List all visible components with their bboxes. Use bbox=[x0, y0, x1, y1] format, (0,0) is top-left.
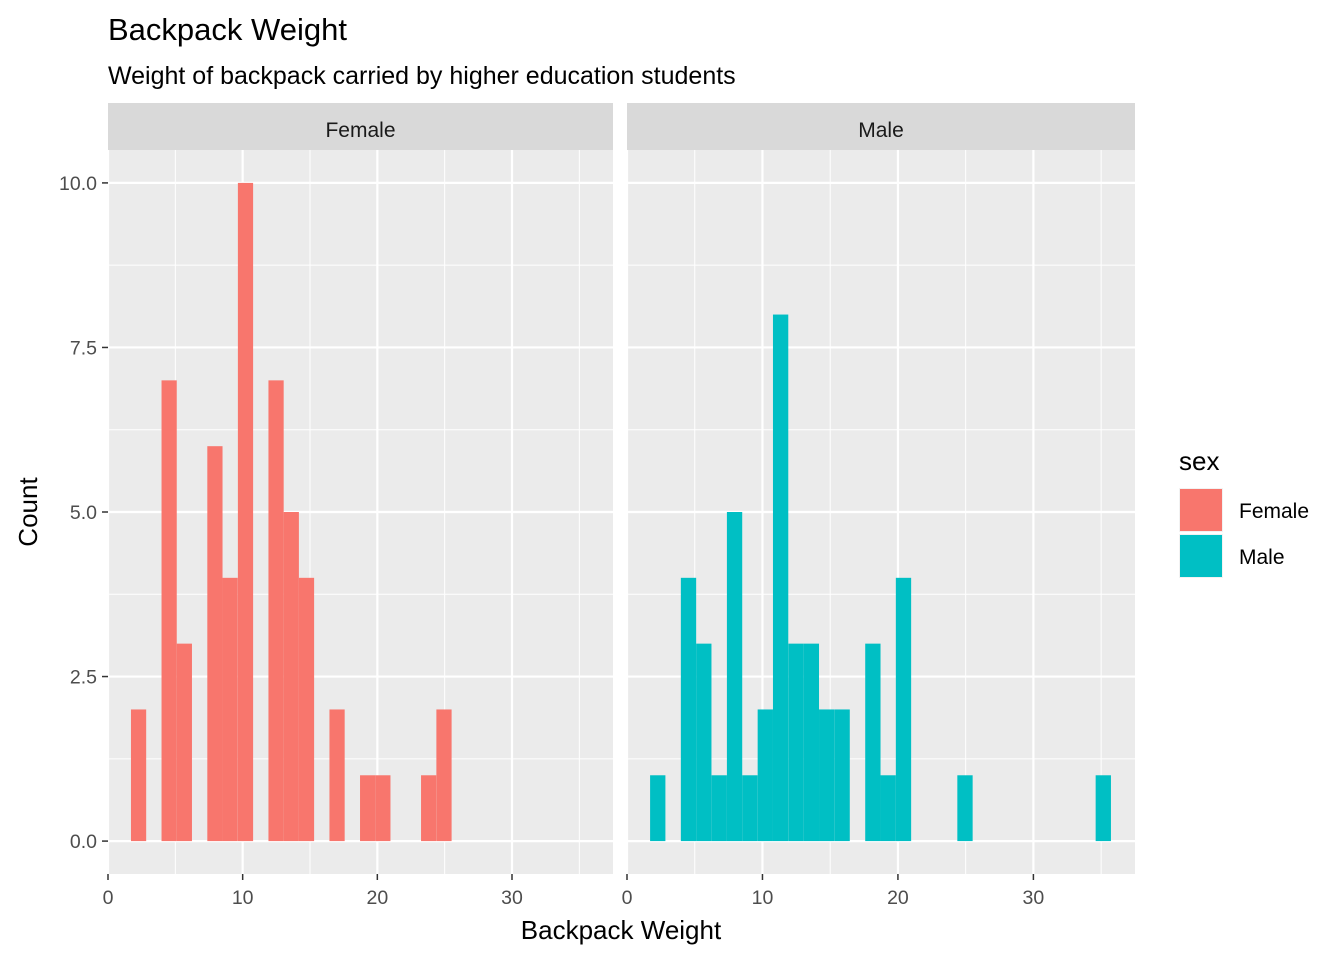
histogram-bar bbox=[650, 775, 666, 842]
histogram-bar bbox=[436, 709, 452, 842]
histogram-bar bbox=[1095, 775, 1111, 842]
histogram-bar bbox=[726, 512, 743, 842]
histogram-bar bbox=[772, 314, 789, 842]
chart-subtitle: Weight of backpack carried by higher edu… bbox=[108, 62, 736, 90]
x-tick-label: 20 bbox=[366, 887, 388, 909]
histogram-bar bbox=[865, 643, 881, 842]
histogram-bar bbox=[298, 577, 315, 842]
y-axis: 0.0 2.5 5.0 7.5 10.0 bbox=[59, 173, 108, 853]
legend-label-female: Female bbox=[1239, 500, 1309, 523]
x-tick-label: 10 bbox=[232, 887, 254, 909]
histogram-bar bbox=[895, 577, 912, 842]
histogram-bar bbox=[819, 709, 835, 842]
histogram-bar bbox=[957, 775, 973, 842]
legend: sex Female Male bbox=[1179, 446, 1309, 578]
legend-key-female bbox=[1180, 489, 1222, 531]
x-tick-label: 30 bbox=[1023, 887, 1045, 909]
histogram-bar bbox=[130, 709, 147, 842]
facet-panel-male: Male 0 10 20 30 bbox=[622, 103, 1135, 909]
histogram-bar bbox=[176, 643, 192, 842]
y-tick-label: 2.5 bbox=[70, 667, 97, 689]
histogram-bar bbox=[283, 512, 299, 842]
histogram-bar bbox=[207, 446, 223, 842]
y-tick-label: 10.0 bbox=[59, 173, 97, 195]
histogram-bar bbox=[757, 709, 773, 842]
x-tick-label: 0 bbox=[622, 887, 633, 909]
histogram-bar bbox=[680, 577, 697, 842]
histogram-bar bbox=[375, 775, 391, 842]
facet-strip bbox=[108, 103, 613, 150]
legend-title: sex bbox=[1179, 446, 1219, 476]
y-tick-label: 0.0 bbox=[70, 831, 97, 853]
x-tick-label: 10 bbox=[752, 887, 774, 909]
histogram-bar bbox=[161, 380, 177, 842]
x-tick-label: 20 bbox=[887, 887, 909, 909]
histogram-bar bbox=[268, 380, 284, 842]
histogram-bar bbox=[360, 775, 376, 842]
facet-strip bbox=[627, 103, 1135, 150]
x-tick-label: 0 bbox=[103, 887, 114, 909]
histogram-bar bbox=[742, 775, 758, 842]
facet-panels: Female 0 10 20 30 Male 0 10 20 30 0.0 2.5 5.0 7.5 10.0 bbox=[59, 103, 1135, 909]
facet-panel-female: Female 0 10 20 30 bbox=[103, 103, 613, 909]
facet-strip-label: Male bbox=[858, 119, 904, 142]
histogram-bar bbox=[237, 182, 254, 842]
x-tick-label: 30 bbox=[501, 887, 523, 909]
histogram-bar bbox=[329, 709, 345, 842]
legend-label-male: Male bbox=[1239, 546, 1285, 569]
histogram-bar bbox=[711, 775, 727, 842]
histogram-bar bbox=[696, 643, 712, 842]
chart-title: Backpack Weight bbox=[108, 12, 347, 47]
y-axis-title: Count bbox=[13, 477, 43, 547]
histogram-bar bbox=[880, 775, 896, 842]
histogram-bar bbox=[834, 709, 850, 842]
legend-key-male bbox=[1180, 535, 1222, 577]
x-axis-title: Backpack Weight bbox=[521, 915, 722, 945]
histogram-bar bbox=[222, 577, 238, 842]
y-tick-label: 5.0 bbox=[70, 502, 97, 524]
facet-strip-label: Female bbox=[325, 119, 395, 142]
histogram-bar bbox=[421, 775, 437, 842]
histogram-bar bbox=[788, 643, 804, 842]
y-tick-label: 7.5 bbox=[70, 337, 97, 359]
histogram-bar bbox=[803, 643, 820, 842]
